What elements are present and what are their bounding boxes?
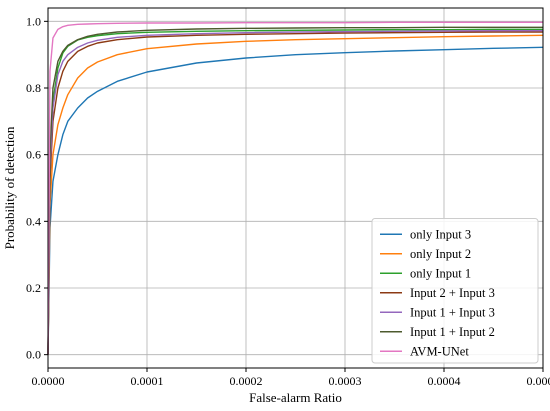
- x-tick-label: 0.0004: [428, 374, 461, 388]
- x-tick-label: 0.0001: [131, 374, 164, 388]
- y-axis-label: Probability of detection: [2, 126, 17, 249]
- legend-label: Input 1 + Input 3: [410, 305, 495, 319]
- series-line-3: [47, 28, 543, 355]
- legend-label: only Input 1: [410, 266, 471, 280]
- y-tick-label: 0.6: [26, 148, 41, 162]
- legend-label: AVM-UNet: [410, 344, 469, 358]
- y-tick-label: 0.8: [26, 81, 41, 95]
- plot-frame: [47, 7, 544, 369]
- y-tick-label: 0.2: [26, 281, 41, 295]
- series-line-7: [47, 21, 543, 355]
- series-line-5: [47, 29, 543, 355]
- axis-ticks: 0.0000 0.0001 0.0002 0.0003 0.0004 0.0005 0.0 0…: [26, 14, 550, 388]
- series-lines: [47, 21, 544, 355]
- x-axis-label: False-alarm Ratio: [249, 390, 342, 405]
- x-tick-label: 0.0003: [329, 374, 362, 388]
- legend: only Input 3 only Input 2 only Input 1 Inpu…: [371, 218, 539, 364]
- legend-label: Input 1 + Input 2: [410, 325, 495, 339]
- legend-label: only Input 2: [410, 247, 471, 261]
- series-line-4: [47, 31, 543, 355]
- x-tick-label: 0.0000: [32, 374, 65, 388]
- x-tick-label: 0.0002: [230, 374, 263, 388]
- series-line-2: [47, 34, 544, 355]
- x-tick-label: 0.0005: [527, 374, 550, 388]
- legend-box: [371, 218, 539, 364]
- y-tick-label: 0.0: [26, 348, 41, 362]
- series-line-1: [47, 46, 544, 355]
- legend-label: Input 2 + Input 3: [410, 286, 495, 300]
- y-tick-label: 1.0: [26, 14, 41, 28]
- series-line-6: [47, 26, 543, 355]
- legend-label: only Input 3: [410, 227, 471, 241]
- y-tick-label: 0.4: [26, 214, 41, 228]
